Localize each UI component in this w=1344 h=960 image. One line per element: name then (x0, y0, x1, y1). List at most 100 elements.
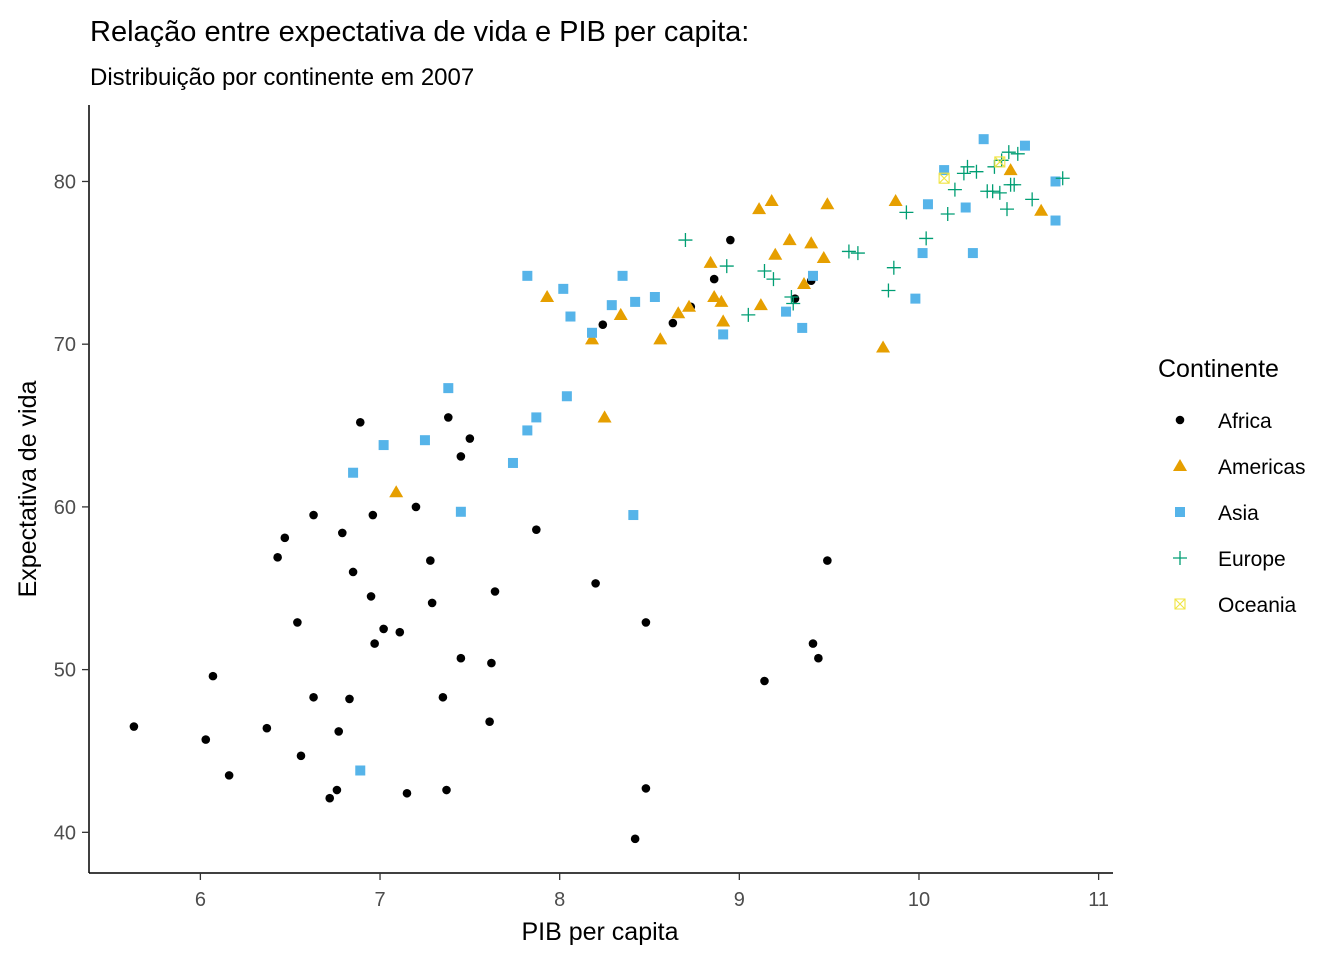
legend-label: Americas (1218, 456, 1306, 479)
data-point-asia (455, 506, 466, 517)
data-point-asia (630, 296, 641, 307)
data-point-americas (782, 233, 797, 246)
data-point-americas (703, 255, 718, 268)
data-point-asia (565, 311, 576, 322)
data-point-asia (617, 270, 628, 281)
data-point-europe (919, 231, 934, 246)
data-point-asia (522, 270, 533, 281)
data-point-asia (355, 765, 366, 776)
x-tick-label: 6 (195, 889, 206, 911)
data-point-asia (910, 293, 921, 304)
chart-title: Relação entre expectativa de vida e PIB … (90, 16, 749, 48)
data-point-africa (411, 502, 421, 512)
data-point-africa (668, 318, 678, 328)
y-axis-ticks: 40 50 60 70 80 (54, 171, 89, 844)
data-point-europe (969, 164, 984, 179)
data-point-americas (585, 332, 600, 345)
y-tick-label: 60 (54, 497, 76, 519)
data-point-americas (876, 340, 891, 353)
data-point-asia (606, 300, 617, 311)
y-tick-label: 70 (54, 334, 76, 356)
data-point-europe (678, 233, 693, 248)
legend: Continente Africa Americas Asia Europe Ocean… (1158, 355, 1306, 617)
data-point-africa (280, 533, 290, 543)
data-point-americas (1003, 163, 1018, 176)
x-tick-label: 11 (1088, 889, 1109, 911)
data-point-asia (781, 306, 792, 317)
data-point-asia (628, 510, 639, 521)
data-point-americas (752, 202, 767, 215)
data-point-americas (1034, 203, 1049, 216)
data-point-asia (587, 327, 598, 338)
legend-item-europe: Europe (1173, 548, 1286, 571)
legend-key-asia (1175, 507, 1185, 517)
data-point-africa (591, 579, 600, 588)
legend-label: Africa (1218, 410, 1272, 433)
data-point-europe (741, 307, 756, 322)
series-asia (348, 134, 1061, 776)
legend-key-europe (1173, 551, 1187, 565)
data-point-africa (129, 722, 139, 731)
data-point-europe (899, 205, 914, 220)
data-point-africa (334, 727, 344, 736)
data-point-africa (325, 793, 335, 803)
legend-label: Asia (1218, 502, 1259, 525)
data-point-africa (532, 525, 541, 534)
data-point-europe (757, 263, 772, 278)
data-point-americas (716, 314, 731, 327)
data-point-africa (262, 723, 272, 733)
data-point-americas (613, 307, 628, 320)
data-point-africa (465, 434, 475, 443)
data-point-africa (309, 510, 318, 520)
data-point-europe (1000, 202, 1015, 217)
data-point-africa (442, 785, 451, 795)
legend-key-africa (1175, 415, 1185, 425)
data-point-asia (561, 391, 572, 402)
data-point-asia (522, 425, 533, 436)
data-point-africa (490, 587, 500, 596)
data-point-europe (881, 283, 896, 298)
data-point-americas (816, 250, 831, 263)
x-tick-label: 9 (734, 889, 745, 911)
data-point-africa (224, 771, 234, 780)
data-point-asia (419, 435, 430, 446)
data-point-americas (671, 306, 686, 319)
data-point-africa (456, 653, 466, 663)
data-point-europe (992, 185, 1007, 200)
data-point-asia (960, 202, 971, 213)
y-tick-label: 80 (54, 171, 76, 193)
data-point-asia (917, 248, 928, 259)
chart-subtitle: Distribuição por continente em 2007 (90, 64, 474, 91)
data-point-africa (443, 413, 453, 422)
data-point-africa (641, 618, 651, 627)
y-tick-label: 40 (54, 822, 76, 844)
data-point-asia (1050, 176, 1061, 187)
data-point-americas (597, 410, 612, 423)
data-point-africa (487, 658, 496, 668)
data-point-europe (1055, 171, 1070, 186)
data-point-asia (922, 199, 933, 210)
data-point-africa (402, 788, 412, 798)
data-point-africa (345, 694, 354, 704)
legend-key-americas (1173, 459, 1187, 472)
data-point-asia (978, 134, 989, 145)
data-point-africa (814, 653, 823, 663)
series-africa (129, 235, 832, 844)
data-point-asia (558, 283, 569, 294)
data-point-africa (309, 692, 318, 702)
plot-area (129, 134, 1070, 844)
data-point-americas (753, 298, 768, 311)
data-point-asia (718, 329, 729, 340)
data-point-americas (714, 294, 729, 307)
data-point-americas (804, 236, 819, 249)
data-point-africa (370, 639, 379, 648)
data-point-africa (456, 452, 466, 461)
data-point-africa (598, 320, 608, 329)
data-point-europe (940, 207, 955, 222)
data-point-asia (1050, 215, 1061, 226)
data-point-europe (1010, 146, 1025, 161)
data-point-asia (507, 457, 518, 468)
data-point-europe (985, 184, 1000, 199)
data-point-americas (389, 485, 404, 498)
legend-key-oceania (1174, 598, 1186, 610)
